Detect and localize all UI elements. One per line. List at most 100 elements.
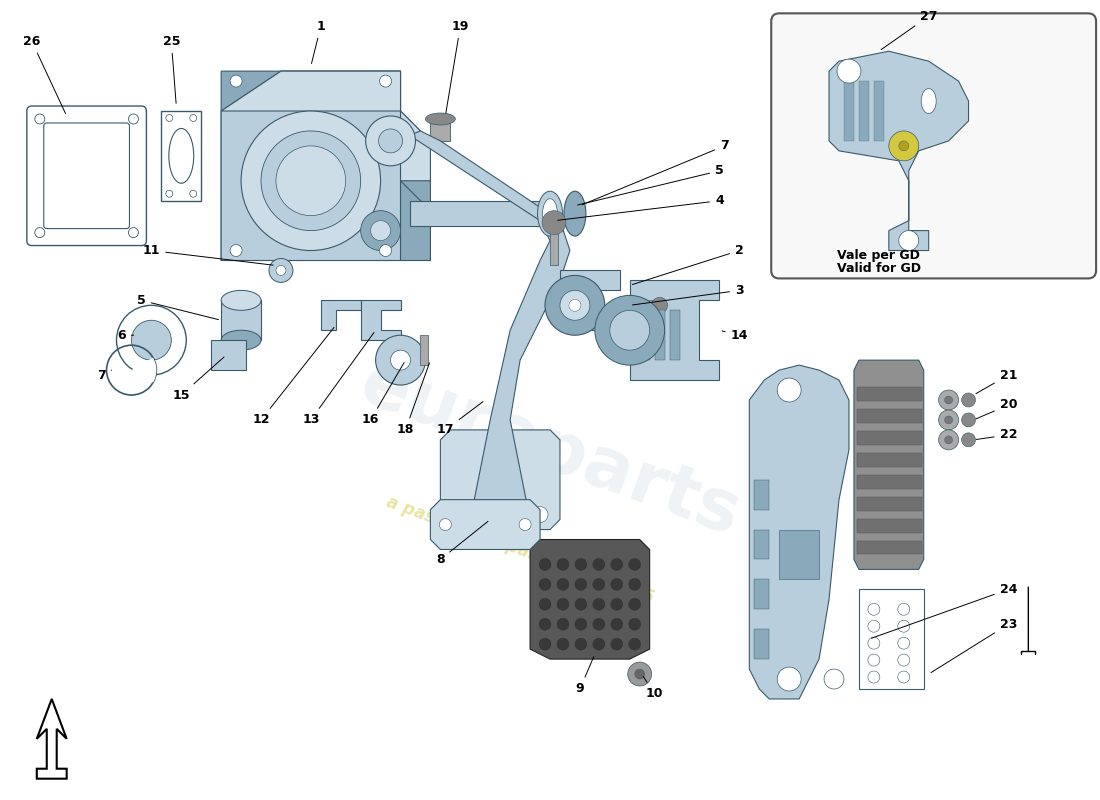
Circle shape [868,603,880,615]
Text: 5: 5 [138,294,219,320]
Bar [873,81,883,141]
Ellipse shape [542,198,558,229]
Circle shape [595,295,664,365]
Text: 17: 17 [437,402,483,436]
Polygon shape [221,71,400,111]
Text: 19: 19 [446,20,469,114]
Circle shape [379,75,392,87]
Circle shape [375,335,426,385]
Bar [550,226,558,266]
Circle shape [371,221,390,241]
Circle shape [166,114,173,122]
Polygon shape [430,121,450,141]
Circle shape [651,298,668,314]
Circle shape [132,320,172,360]
Polygon shape [629,281,719,380]
FancyBboxPatch shape [771,14,1096,278]
Circle shape [868,620,880,632]
Circle shape [539,558,551,570]
Polygon shape [749,365,849,699]
Bar [857,453,922,466]
Text: 10: 10 [644,676,663,701]
Bar [857,387,922,401]
Circle shape [575,558,587,570]
Text: a passion for parts since 1985: a passion for parts since 1985 [384,493,657,606]
Circle shape [166,190,173,198]
Circle shape [270,258,293,282]
Circle shape [898,620,910,632]
Circle shape [824,669,844,689]
Circle shape [610,618,623,630]
Circle shape [961,393,976,407]
Circle shape [868,637,880,649]
Polygon shape [321,300,361,330]
Circle shape [575,578,587,590]
Circle shape [629,618,640,630]
Circle shape [609,310,650,350]
Circle shape [439,518,451,530]
Bar [857,518,922,533]
Circle shape [961,413,976,427]
Circle shape [452,506,469,522]
Text: 24: 24 [871,583,1018,638]
Circle shape [560,290,590,320]
Text: 7: 7 [583,139,729,205]
Circle shape [390,350,410,370]
Circle shape [868,654,880,666]
Circle shape [593,598,605,610]
Circle shape [569,299,581,311]
Text: Valid for GD: Valid for GD [837,262,921,275]
Polygon shape [400,111,430,181]
Text: 27: 27 [881,10,937,50]
Circle shape [129,114,139,124]
Ellipse shape [538,191,562,236]
Ellipse shape [564,191,586,236]
Circle shape [539,618,551,630]
Circle shape [868,671,880,683]
Circle shape [635,669,645,679]
Circle shape [190,190,197,198]
Circle shape [898,654,910,666]
Circle shape [945,416,953,424]
Ellipse shape [921,89,936,114]
Bar [755,579,769,610]
Circle shape [379,245,392,257]
Text: 1: 1 [311,20,326,63]
Polygon shape [560,270,619,330]
Text: 20: 20 [976,398,1018,419]
Circle shape [557,618,569,630]
Circle shape [361,210,400,250]
Text: 2: 2 [632,244,744,285]
Circle shape [610,638,623,650]
Text: 6: 6 [118,329,134,342]
Text: 12: 12 [252,327,334,426]
Circle shape [629,558,640,570]
Polygon shape [440,430,560,530]
Text: 3: 3 [632,284,744,305]
Bar [619,300,660,310]
Polygon shape [36,699,67,778]
Circle shape [575,618,587,630]
Bar [857,474,922,489]
Bar [420,335,428,365]
Text: 5: 5 [578,164,724,205]
Circle shape [190,114,197,122]
Circle shape [544,275,605,335]
Text: europarts: europarts [351,349,749,550]
Circle shape [365,116,416,166]
Bar [654,310,664,360]
Bar [857,409,922,423]
Circle shape [542,210,565,234]
Circle shape [261,131,361,230]
Circle shape [276,266,286,275]
Polygon shape [371,131,570,550]
Bar [857,541,922,554]
Text: 7: 7 [97,369,111,382]
Circle shape [575,638,587,650]
Circle shape [610,578,623,590]
Circle shape [230,245,242,257]
Circle shape [539,638,551,650]
Ellipse shape [426,113,455,125]
Ellipse shape [221,290,261,310]
Text: 15: 15 [173,357,224,402]
